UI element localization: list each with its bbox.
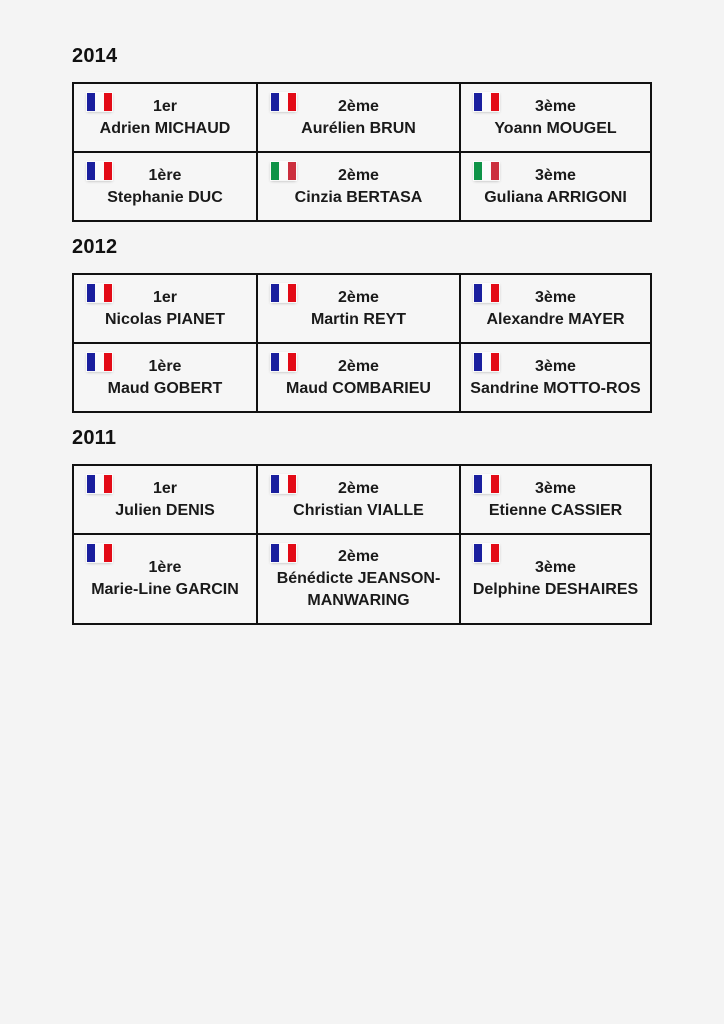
rank-label: 3ème xyxy=(535,559,576,576)
podium-row: 1ère Stephanie DUC 2ème Cinzia BERTASA 3… xyxy=(72,151,652,222)
winner-name: Yoann MOUGEL xyxy=(494,119,617,137)
winner-name: Stephanie DUC xyxy=(107,188,223,206)
winner-name: Alexandre MAYER xyxy=(486,310,625,328)
flag-france-icon xyxy=(87,93,112,111)
rank-label: 2ème xyxy=(338,479,379,497)
result-cell: 3ème Guliana ARRIGONI xyxy=(459,151,652,222)
flag-france-icon xyxy=(271,353,296,371)
flag-france-icon xyxy=(474,475,499,493)
rank-label: 1er xyxy=(152,479,178,497)
flag-france-icon xyxy=(271,544,296,562)
flag-italy-icon xyxy=(474,162,499,180)
flag-france-icon xyxy=(271,93,296,111)
result-cell: 1er Nicolas PIANET xyxy=(72,273,258,344)
result-cell: 3ème Etienne CASSIER xyxy=(459,464,652,535)
result-cell: 2ème Aurélien BRUN xyxy=(256,82,461,153)
rank-label: 2ème xyxy=(338,166,379,184)
winner-name: Christian VIALLE xyxy=(293,501,424,519)
rank-label: 3ème xyxy=(535,166,576,184)
rank-label: 1er xyxy=(152,97,178,115)
rank-label: 2ème xyxy=(338,357,379,375)
rank-label: 2ème xyxy=(338,288,379,306)
flag-france-icon xyxy=(87,544,112,562)
winner-name: Nicolas PIANET xyxy=(104,310,226,328)
rank-label: 1ère xyxy=(148,357,182,375)
result-cell: 2ème Bénédicte JEANSON-MANWARING xyxy=(256,533,461,625)
result-cell: 3ème Yoann MOUGEL xyxy=(459,82,652,153)
flag-france-icon xyxy=(87,475,112,493)
podium-row: 1ère Marie-Line GARCIN 2ème Bénédicte JE… xyxy=(72,533,652,625)
results-table: 1er Nicolas PIANET 2ème Martin REYT 3ème… xyxy=(72,273,652,413)
flag-france-icon xyxy=(474,284,499,302)
year-heading: 2014 xyxy=(72,45,118,67)
winner-name: Delphine DESHAIRES xyxy=(472,581,639,598)
results-table: 1er Adrien MICHAUD 2ème Aurélien BRUN 3è… xyxy=(72,82,652,222)
rank-label: 3ème xyxy=(535,357,576,375)
podium-row: 1ère Maud GOBERT 2ème Maud COMBARIEU 3èm… xyxy=(72,342,652,413)
flag-france-icon xyxy=(87,353,112,371)
year-heading: 2011 xyxy=(72,427,117,449)
winner-name: Marie-Line GARCIN xyxy=(91,581,239,598)
result-cell: 1ère Stephanie DUC xyxy=(72,151,258,222)
winner-name: Etienne CASSIER xyxy=(488,501,623,519)
podium-row: 1er Nicolas PIANET 2ème Martin REYT 3ème… xyxy=(72,273,652,344)
rank-label: 1ère xyxy=(148,559,182,576)
rank-label: 1er xyxy=(152,288,178,306)
winner-name: Aurélien BRUN xyxy=(301,119,416,137)
rank-label: 3ème xyxy=(535,479,576,497)
winner-name: Martin REYT xyxy=(310,310,407,328)
flag-italy-icon xyxy=(271,162,296,180)
rank-label: 3ème xyxy=(535,288,576,306)
flag-france-icon xyxy=(87,162,112,180)
result-cell: 1ère Maud GOBERT xyxy=(72,342,258,413)
winner-name: Bénédicte JEANSON-MANWARING xyxy=(276,570,441,609)
result-cell: 3ème Sandrine MOTTO-ROS xyxy=(459,342,652,413)
winner-name: Julien DENIS xyxy=(115,501,215,519)
winner-name: Sandrine MOTTO-ROS xyxy=(470,379,641,397)
rank-label: 2ème xyxy=(338,548,379,565)
winner-name: Adrien MICHAUD xyxy=(99,119,231,137)
flag-france-icon xyxy=(271,284,296,302)
flag-france-icon xyxy=(474,353,499,371)
flag-france-icon xyxy=(271,475,296,493)
result-cell: 2ème Christian VIALLE xyxy=(256,464,461,535)
podium-row: 1er Julien DENIS 2ème Christian VIALLE 3… xyxy=(72,464,652,535)
podium-row: 1er Adrien MICHAUD 2ème Aurélien BRUN 3è… xyxy=(72,82,652,153)
result-cell: 1ère Marie-Line GARCIN xyxy=(72,533,258,625)
result-cell: 2ème Martin REYT xyxy=(256,273,461,344)
result-cell: 1er Julien DENIS xyxy=(72,464,258,535)
result-cell: 3ème Alexandre MAYER xyxy=(459,273,652,344)
flag-france-icon xyxy=(474,544,499,562)
results-table: 1er Julien DENIS 2ème Christian VIALLE 3… xyxy=(72,464,652,625)
result-cell: 1er Adrien MICHAUD xyxy=(72,82,258,153)
winner-name: Cinzia BERTASA xyxy=(294,188,423,206)
result-cell: 2ème Maud COMBARIEU xyxy=(256,342,461,413)
result-cell: 3ème Delphine DESHAIRES xyxy=(459,533,652,625)
winner-name: Maud GOBERT xyxy=(107,379,223,397)
podium-results-page: 2014 1er Adrien MICHAUD 2ème Aurélien BR… xyxy=(72,0,652,625)
year-heading: 2012 xyxy=(72,236,118,258)
rank-label: 1ère xyxy=(148,166,182,184)
winner-name: Guliana ARRIGONI xyxy=(484,188,627,206)
winner-name: Maud COMBARIEU xyxy=(286,379,431,397)
result-cell: 2ème Cinzia BERTASA xyxy=(256,151,461,222)
rank-label: 2ème xyxy=(338,97,379,115)
flag-france-icon xyxy=(87,284,112,302)
rank-label: 3ème xyxy=(535,97,576,115)
flag-france-icon xyxy=(474,93,499,111)
